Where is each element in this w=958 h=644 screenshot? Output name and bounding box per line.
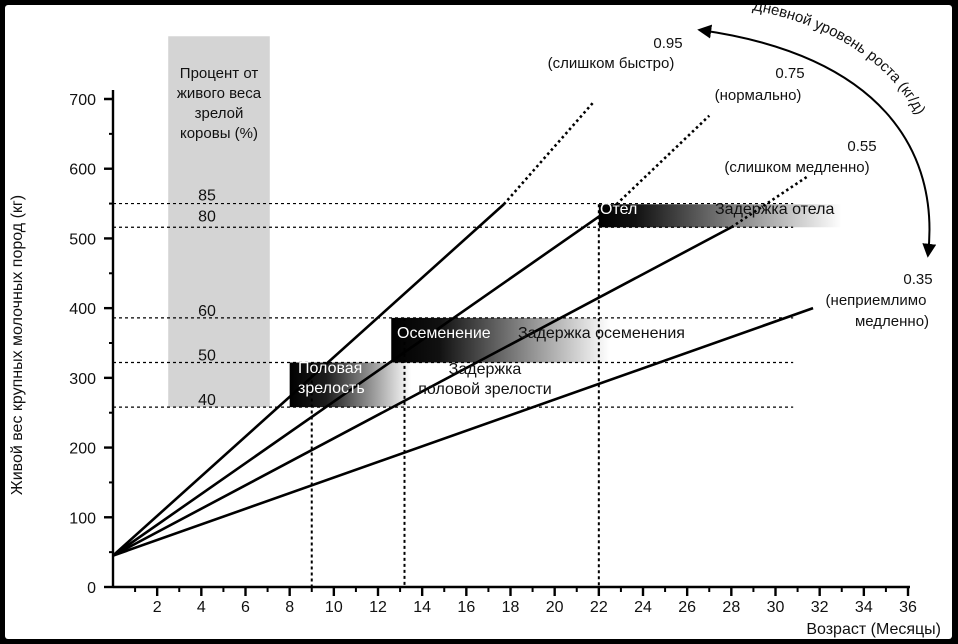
growth-rate-labels: 0.95 (слишком быстро) 0.75 (нормально) 0.55 (… <box>548 35 933 330</box>
x-tick-label: 12 <box>369 599 387 616</box>
x-tick-label: 10 <box>325 599 343 616</box>
insemination-band <box>391 317 610 363</box>
y-tick-label: 400 <box>69 301 96 318</box>
percent-label: 50 <box>198 348 216 365</box>
y-tick-label: 200 <box>69 441 96 458</box>
calving-label: Отел <box>600 201 637 218</box>
growth-rate-label-0.55: 0.55 <box>847 138 876 155</box>
y-tick-label: 700 <box>69 92 96 109</box>
puberty-delay-label: половой зрелости <box>418 381 552 398</box>
chart-frame: Процент от живого веса зрелой коровы (%) 0 1… <box>5 5 952 639</box>
x-tick-label: 14 <box>413 599 431 616</box>
x-tick-label: 6 <box>241 599 250 616</box>
growth-line-extension-0.75 <box>615 114 711 206</box>
x-tick-label: 32 <box>811 599 829 616</box>
growth-rate-label-0.95: 0.95 <box>653 35 682 52</box>
percent-panel <box>168 36 270 408</box>
puberty-delay-label: Задержка <box>449 361 522 378</box>
growth-chart: Процент от живого веса зрелой коровы (%) 0 1… <box>9 5 941 638</box>
x-tick-label: 36 <box>899 599 917 616</box>
x-tick-label: 8 <box>285 599 294 616</box>
x-tick-label: 2 <box>153 599 162 616</box>
calving-delay-label: Задержка отела <box>715 201 834 218</box>
y-tick-label: 600 <box>69 162 96 179</box>
percent-panel-title-line: живого веса <box>177 85 262 102</box>
x-tick-label: 28 <box>722 599 740 616</box>
growth-lines <box>112 100 814 557</box>
y-tick-label: 0 <box>87 580 96 597</box>
percent-label: 85 <box>198 188 216 205</box>
y-axis-title: Живой вес крупных молочных пород (кг) <box>9 195 26 495</box>
growth-line-0.55 <box>112 226 732 557</box>
insemination-label: Осеменение <box>397 325 491 342</box>
x-tick-label: 30 <box>767 599 785 616</box>
growth-rate-label-0.75: (нормально) <box>715 87 802 104</box>
growth-rate-label-0.95: (слишком быстро) <box>548 55 675 72</box>
puberty-label: Половая <box>298 360 362 377</box>
growth-rate-label-0.35: 0.35 <box>903 271 932 288</box>
y-tick-label: 100 <box>69 510 96 527</box>
percent-panel-title: Процент от живого веса зрелой коровы (%) <box>177 65 262 142</box>
puberty-label: зрелость <box>298 380 365 397</box>
x-tick-label: 26 <box>678 599 696 616</box>
x-tick-label: 20 <box>546 599 564 616</box>
percent-labels: 85 80 60 50 40 <box>198 188 216 410</box>
percent-label: 80 <box>198 208 216 225</box>
percent-panel-title-line: коровы (%) <box>180 125 258 142</box>
y-tick-label: 500 <box>69 231 96 248</box>
y-tick-label: 300 <box>69 371 96 388</box>
growth-rate-arrow <box>697 24 937 258</box>
x-tick-label: 16 <box>457 599 475 616</box>
x-tick-label: 22 <box>590 599 608 616</box>
growth-line-0.35 <box>112 306 814 557</box>
x-tick-label: 18 <box>502 599 520 616</box>
percent-label: 60 <box>198 303 216 320</box>
insemination-delay-label: Задержка осеменения <box>518 325 685 342</box>
growth-rate-label-0.35: (неприемлимо <box>826 292 927 309</box>
x-tick-label: 34 <box>855 599 873 616</box>
x-tick-label: 24 <box>634 599 652 616</box>
growth-line-0.75 <box>112 203 618 557</box>
percent-panel-title-line: Процент от <box>180 65 259 82</box>
puberty-band <box>289 362 412 408</box>
x-axis-title: Возраст (Месяцы) <box>806 621 941 638</box>
growth-rate-label-0.35: медленно) <box>855 313 929 330</box>
percent-label: 40 <box>198 392 216 409</box>
growth-line-0.95 <box>112 203 505 557</box>
growth-rate-label-0.75: 0.75 <box>775 65 804 82</box>
reference-weight-lines <box>113 202 794 408</box>
growth-line-extension-0.95 <box>502 100 596 206</box>
percent-panel-title-line: зрелой <box>195 105 244 122</box>
growth-rate-label-0.55: (слишком медленно) <box>724 159 869 176</box>
x-tick-label: 4 <box>197 599 206 616</box>
